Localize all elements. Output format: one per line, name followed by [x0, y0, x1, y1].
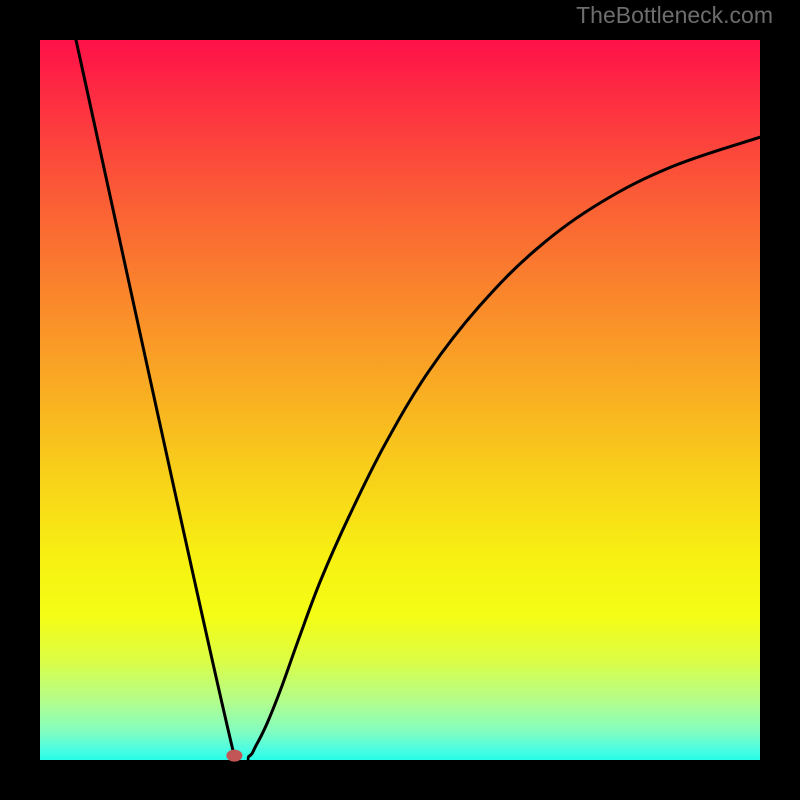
- chart-container: TheBottleneck.com: [0, 0, 800, 800]
- plot-background: [40, 40, 760, 760]
- minimum-marker: [226, 750, 242, 762]
- chart-svg: [0, 0, 800, 800]
- watermark-text: TheBottleneck.com: [576, 2, 773, 29]
